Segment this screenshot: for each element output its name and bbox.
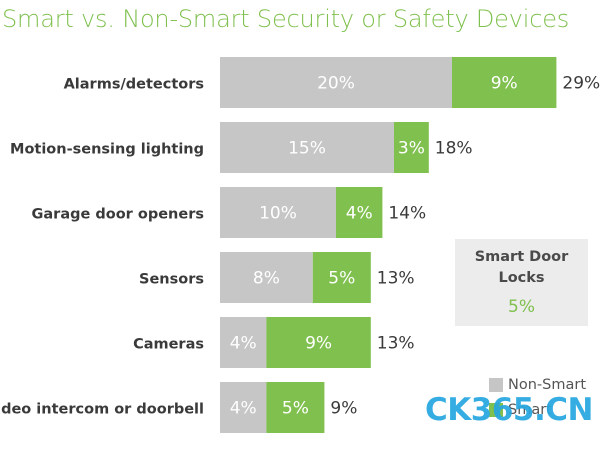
category-label-motion-sensing-lighting: Motion-sensing lighting [10, 142, 204, 158]
legend-label-non-smart: Non-Smart [508, 376, 587, 393]
bar-label-non-smart-motion-sensing-lighting: 15% [288, 139, 326, 159]
bar-label-non-smart-cameras: 4% [230, 334, 257, 354]
bar-label-smart-cameras: 9% [305, 334, 332, 354]
bar-non-smart-garage-door-openers [220, 187, 336, 238]
bar-non-smart-video-intercom-or-doorbell [220, 382, 267, 433]
watermark-logo: CK365.CN [425, 392, 593, 428]
bar-label-non-smart-sensors: 8% [253, 269, 280, 289]
legend-swatch-smart [489, 402, 503, 417]
legend: Non-Smart Smart [489, 372, 586, 422]
category-label-cameras: Cameras [133, 337, 204, 353]
total-label-cameras: 13% [377, 334, 415, 354]
bar-non-smart-cameras [220, 317, 267, 368]
total-label-video-intercom-or-doorbell: 9% [330, 399, 357, 419]
bar-label-smart-alarms-detectors: 9% [491, 74, 518, 94]
smart-door-locks-callout: Smart Door Locks 5% [455, 239, 588, 326]
bar-non-smart-motion-sensing-lighting [220, 122, 394, 173]
bar-smart-video-intercom-or-doorbell [266, 382, 325, 433]
bar-label-non-smart-video-intercom-or-doorbell: 4% [230, 399, 257, 419]
total-label-motion-sensing-lighting: 18% [435, 139, 473, 159]
bar-non-smart-sensors [220, 252, 313, 303]
bar-label-non-smart-alarms-detectors: 20% [317, 74, 355, 94]
bar-smart-motion-sensing-lighting [394, 122, 429, 173]
total-label-sensors: 13% [377, 269, 415, 289]
bar-smart-garage-door-openers [336, 187, 383, 238]
legend-item-non-smart: Non-Smart [489, 372, 586, 397]
bar-label-smart-video-intercom-or-doorbell: 5% [282, 399, 309, 419]
bar-smart-cameras [266, 317, 371, 368]
callout-value: 5% [508, 297, 535, 317]
category-label-garage-door-openers: Garage door openers [32, 207, 205, 223]
bar-label-smart-sensors: 5% [328, 269, 355, 289]
legend-swatch-non-smart [489, 377, 503, 392]
legend-item-smart: Smart [489, 397, 586, 422]
category-label-sensors: Sensors [139, 272, 204, 288]
category-label-alarms-detectors: Alarms/detectors [64, 77, 204, 93]
bar-label-smart-motion-sensing-lighting: 3% [398, 139, 425, 159]
callout-title: Smart Door Locks [474, 249, 569, 286]
category-label-video-intercom-or-doorbell: Video intercom or doorbell [0, 402, 204, 418]
bar-smart-sensors [312, 252, 371, 303]
legend-label-smart: Smart [508, 401, 552, 418]
bar-label-smart-garage-door-openers: 4% [346, 204, 373, 224]
bar-non-smart-alarms-detectors [220, 57, 452, 108]
bar-label-non-smart-garage-door-openers: 10% [259, 204, 297, 224]
total-label-alarms-detectors: 29% [562, 74, 600, 94]
chart-title: Smart vs. Non-Smart Security or Safety D… [2, 5, 570, 33]
bar-smart-alarms-detectors [452, 57, 557, 108]
total-label-garage-door-openers: 14% [388, 204, 426, 224]
